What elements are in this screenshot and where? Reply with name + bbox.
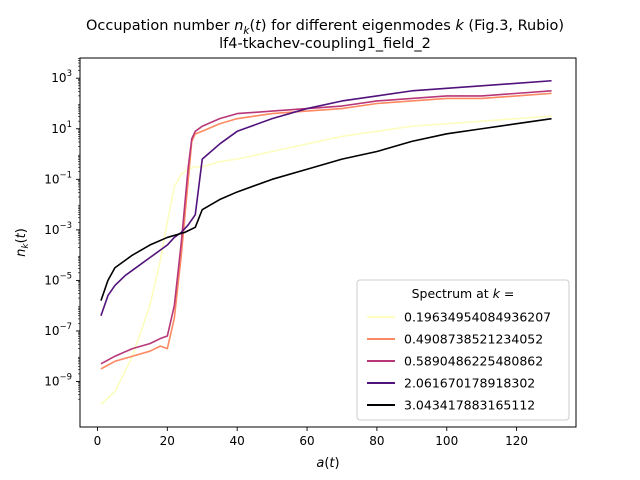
series-layer	[100, 79, 552, 405]
x-tick-label: 120	[505, 434, 528, 448]
y-tick-label: 10−1	[44, 170, 72, 186]
chart-title: Occupation number nk(t) for different ei…	[86, 18, 564, 52]
y-tick-label: 10−7	[44, 322, 72, 338]
y-tick-label: 103	[51, 69, 72, 85]
y-axis-label: nk(t)	[14, 228, 31, 257]
x-tick-label: 40	[230, 434, 245, 448]
series-line-2	[100, 92, 552, 370]
y-tick-label: 10−5	[44, 271, 72, 287]
y-tick-label: 10−3	[44, 221, 72, 237]
x-tick-label: 20	[160, 434, 175, 448]
legend-label-1: 0.19634954084936207	[404, 310, 551, 325]
legend-label-2: 0.4908738521234052	[404, 332, 543, 347]
legend-title: Spectrum at k =	[412, 286, 515, 301]
x-axis: 0 20 40 60 80 100 120	[94, 427, 528, 448]
legend-label-3: 0.5890486225480862	[404, 354, 543, 369]
y-axis: 10−9 10−7 10−5 10−3 10−1 101 103	[44, 58, 80, 400]
x-axis-label: a(t)	[316, 456, 339, 471]
x-tick-label: 60	[299, 434, 314, 448]
series-line-4	[100, 79, 552, 317]
x-tick-label: 100	[435, 434, 458, 448]
chart-title-line1: Occupation number nk(t) for different ei…	[86, 18, 564, 37]
series-line-3	[100, 90, 552, 365]
series-line-1	[100, 115, 552, 405]
plot-frame	[79, 57, 577, 428]
y-tick-label: 10−9	[44, 373, 72, 389]
series-line-5	[100, 117, 552, 301]
legend-box	[356, 279, 570, 421]
legend-label-4: 2.061670178918302	[404, 376, 535, 391]
x-tick-label: 80	[369, 434, 384, 448]
x-tick-label: 0	[94, 434, 102, 448]
legend-label-5: 3.043417883165112	[404, 398, 535, 413]
chart-title-line2: lf4-tkachev-coupling1_field_2	[219, 36, 431, 52]
legend: Spectrum at k = 0.19634954084936207 0.4908…	[356, 279, 570, 421]
y-tick-label: 101	[51, 120, 72, 136]
